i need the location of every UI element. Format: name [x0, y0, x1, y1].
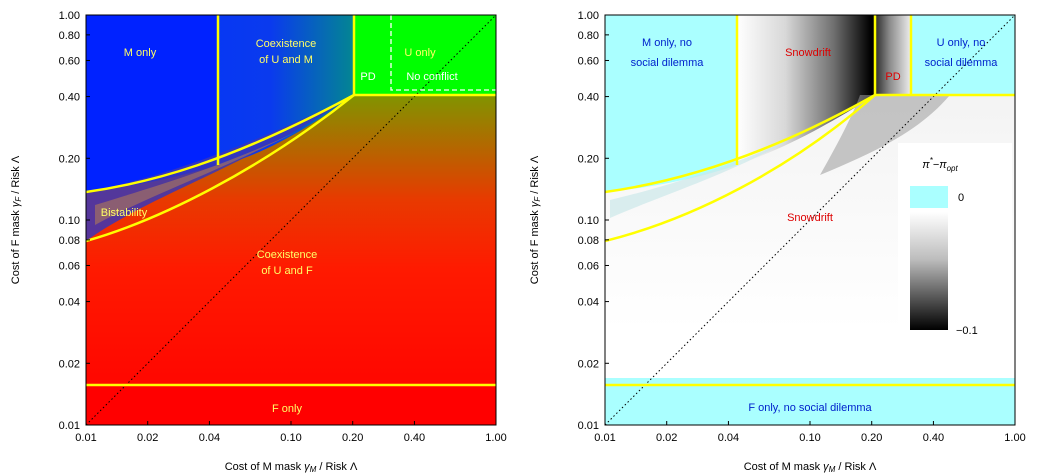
u-only-region: [354, 15, 496, 95]
panel-b-ytick-label-0: 0.01: [578, 420, 599, 432]
m-only-region: [86, 15, 218, 192]
panel-b-ylabel: Cost of F mask γF / Risk Λ: [529, 155, 542, 284]
panel-a: M only Coexistence of U and M U only PD …: [86, 15, 496, 425]
panel-a-axes: 0.01 0.02 0.04 0.10 0.20 0.40 1.00 0.01 0.02 0.04…: [59, 10, 507, 444]
panel-b-xtick-label-6: 1.00: [1004, 432, 1025, 444]
label-u-only-no-1: U only, no: [937, 37, 986, 49]
label-m-only-no-2: social dilemma: [631, 57, 705, 69]
panel-a-ytick-label-0: 0.01: [59, 420, 80, 432]
label-m-only: M only: [124, 47, 157, 59]
label-pd-b: PD: [885, 71, 900, 83]
panel-a-ytick-label-4: 0.08: [59, 235, 80, 247]
panel-a-xtick-label-1: 0.02: [137, 432, 158, 444]
bistability-speckle: [95, 130, 300, 225]
label-f-only: F only: [272, 403, 302, 415]
panel-b-xtick-label-1: 0.02: [656, 432, 677, 444]
f-only-region: [86, 385, 496, 425]
panel-a-xtick-label-0: 0.01: [75, 432, 96, 444]
panel-b-axes: 0.01 0.02 0.04 0.10 0.20 0.40 1.00 0.01 0.02 0.04…: [578, 10, 1026, 444]
panel-a-ytick-label-5: 0.10: [59, 215, 80, 227]
label-coexistence-uf-1: Coexistence: [257, 249, 318, 261]
panel-a-ytick-label-8: 0.60: [59, 55, 80, 67]
panel-a-xtick-label-2: 0.04: [199, 432, 220, 444]
panel-a-ytick-label-3: 0.06: [59, 260, 80, 272]
label-pd: PD: [360, 71, 375, 83]
legend-tick-min: −0.1: [956, 325, 978, 337]
panel-b-ytick-label-4: 0.08: [578, 235, 599, 247]
panel-a-ytick-label-9: 0.80: [59, 30, 80, 42]
panel-a-ytick-label-10: 1.00: [59, 10, 80, 22]
legend-cyan-swatch: [910, 186, 948, 208]
panel-a-xtick-label-5: 0.40: [404, 432, 425, 444]
label-f-only-no: F only, no social dilemma: [748, 402, 872, 414]
panel-a-ytick-label-1: 0.02: [59, 358, 80, 370]
diagonal-line: [86, 15, 496, 425]
snowdrift-band: [737, 15, 875, 165]
panel-b-xtick-label-3: 0.10: [799, 432, 820, 444]
panel-b-xtick-label-4: 0.20: [861, 432, 882, 444]
panel-b-xtick-label-5: 0.40: [923, 432, 944, 444]
panel-b-ytick-label-1: 0.02: [578, 358, 599, 370]
panel-b-ytick-label-2: 0.04: [578, 297, 599, 309]
legend-gradient: [910, 212, 948, 330]
panel-b-xtick-label-0: 0.01: [594, 432, 615, 444]
label-m-only-no-1: M only, no: [642, 37, 692, 49]
panel-b-ytick-label-5: 0.10: [578, 215, 599, 227]
label-coexistence-um-2: of U and M: [259, 54, 313, 66]
panel-b-ytick-label-10: 1.00: [578, 10, 599, 22]
panel-a-xtick-label-4: 0.20: [342, 432, 363, 444]
panel-b-ytick-label-6: 0.20: [578, 153, 599, 165]
label-u-only-no-2: social dilemma: [925, 57, 999, 69]
panel-a-xtick-label-6: 1.00: [485, 432, 506, 444]
panel-b-ytick-label-7: 0.40: [578, 92, 599, 104]
label-u-only: U only: [404, 47, 436, 59]
panel-b-ytick-label-8: 0.60: [578, 55, 599, 67]
panel-b-speckle: [610, 140, 790, 218]
label-bistability: Bistability: [101, 207, 148, 219]
label-coexistence-um-1: Coexistence: [256, 38, 317, 50]
panel-b: M only, no social dilemma Snowdrift PD U…: [605, 15, 1015, 425]
panel-b-xlabel: Cost of M mask γM / Risk Λ: [744, 461, 877, 474]
label-no-conflict: No conflict: [406, 71, 457, 83]
panel-a-xtick-label-3: 0.10: [280, 432, 301, 444]
boundary-lines: [86, 15, 496, 387]
panel-b-boundary-lines: [605, 15, 1015, 387]
panel-b-diagonal-line: [605, 15, 1015, 425]
panel-a-ytick-label-7: 0.40: [59, 92, 80, 104]
panel-a-xlabel: Cost of M mask γM / Risk Λ: [225, 461, 358, 474]
panel-a-ylabel: Cost of F mask γF / Risk Λ: [10, 155, 23, 284]
panel-b-ytick-label-3: 0.06: [578, 260, 599, 272]
colorbar-legend: π*−πopt 0 −0.1: [898, 143, 1012, 340]
label-snowdrift-top: Snowdrift: [785, 47, 831, 59]
pd-gradient: [875, 15, 911, 95]
label-snowdrift-bottom: Snowdrift: [787, 212, 833, 224]
bistability-band: [86, 95, 354, 241]
panel-b-xtick-label-2: 0.04: [718, 432, 739, 444]
m-only-no-dilemma-region: [605, 15, 737, 192]
u-only-no-dilemma-region: [911, 15, 1015, 95]
no-conflict-box: [390, 15, 496, 91]
legend-tick-0: 0: [958, 192, 964, 204]
panel-a-ytick-label-2: 0.04: [59, 297, 80, 309]
panel-a-ytick-label-6: 0.20: [59, 153, 80, 165]
panel-b-ytick-label-9: 0.80: [578, 30, 599, 42]
label-coexistence-uf-2: of U and F: [261, 265, 313, 277]
